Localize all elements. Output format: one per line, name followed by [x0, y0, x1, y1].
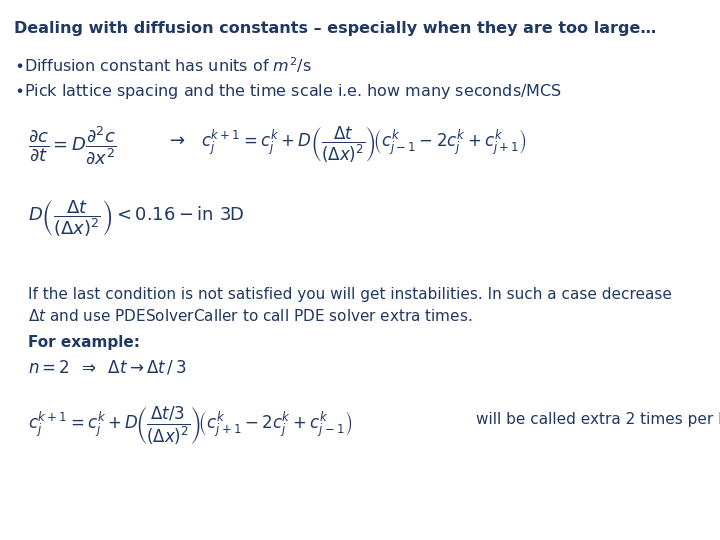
Text: $\dfrac{\partial c}{\partial t} = D\dfrac{\partial^2 c}{\partial x^2}$: $\dfrac{\partial c}{\partial t} = D\dfra… — [28, 124, 117, 166]
Text: $\bullet$Pick lattice spacing and the time scale i.e. how many seconds/MCS: $\bullet$Pick lattice spacing and the ti… — [14, 82, 562, 101]
Text: If the last condition is not satisfied you will get instabilities. In such a cas: If the last condition is not satisfied y… — [28, 287, 672, 302]
Text: $\rightarrow$: $\rightarrow$ — [166, 131, 186, 150]
Text: Dealing with diffusion constants – especially when they are too large…: Dealing with diffusion constants – espec… — [14, 21, 657, 36]
Text: $c_j^{k+1} = c_j^k + D\left(\dfrac{\Delta t}{(\Delta x)^2}\right)\!\left(c_{j-1}: $c_j^{k+1} = c_j^k + D\left(\dfrac{\Delt… — [201, 124, 527, 165]
Text: $D\left(\dfrac{\Delta t}{(\Delta x)^2}\right) < 0.16 - \mathrm{in\ 3D}$: $D\left(\dfrac{\Delta t}{(\Delta x)^2}\r… — [28, 199, 245, 239]
Text: $c_j^{k+1} = c_j^k + D\!\left(\dfrac{\Delta t/3}{(\Delta x)^2}\right)\!\left(c_{: $c_j^{k+1} = c_j^k + D\!\left(\dfrac{\De… — [28, 405, 353, 447]
Text: $\bullet$Diffusion constant has units of $m^2$/s: $\bullet$Diffusion constant has units of… — [14, 56, 312, 76]
Text: For example:: For example: — [28, 335, 140, 349]
Text: $n = 2 \;\; \Rightarrow \;\; \Delta t \rightarrow \Delta t\,/\,3$: $n = 2 \;\; \Rightarrow \;\; \Delta t \r… — [28, 359, 186, 377]
Text: $\Delta t$ and use PDESolverCaller to call PDE solver extra times.: $\Delta t$ and use PDESolverCaller to ca… — [28, 308, 472, 324]
Text: will be called extra 2 times per MCS: will be called extra 2 times per MCS — [477, 412, 720, 427]
